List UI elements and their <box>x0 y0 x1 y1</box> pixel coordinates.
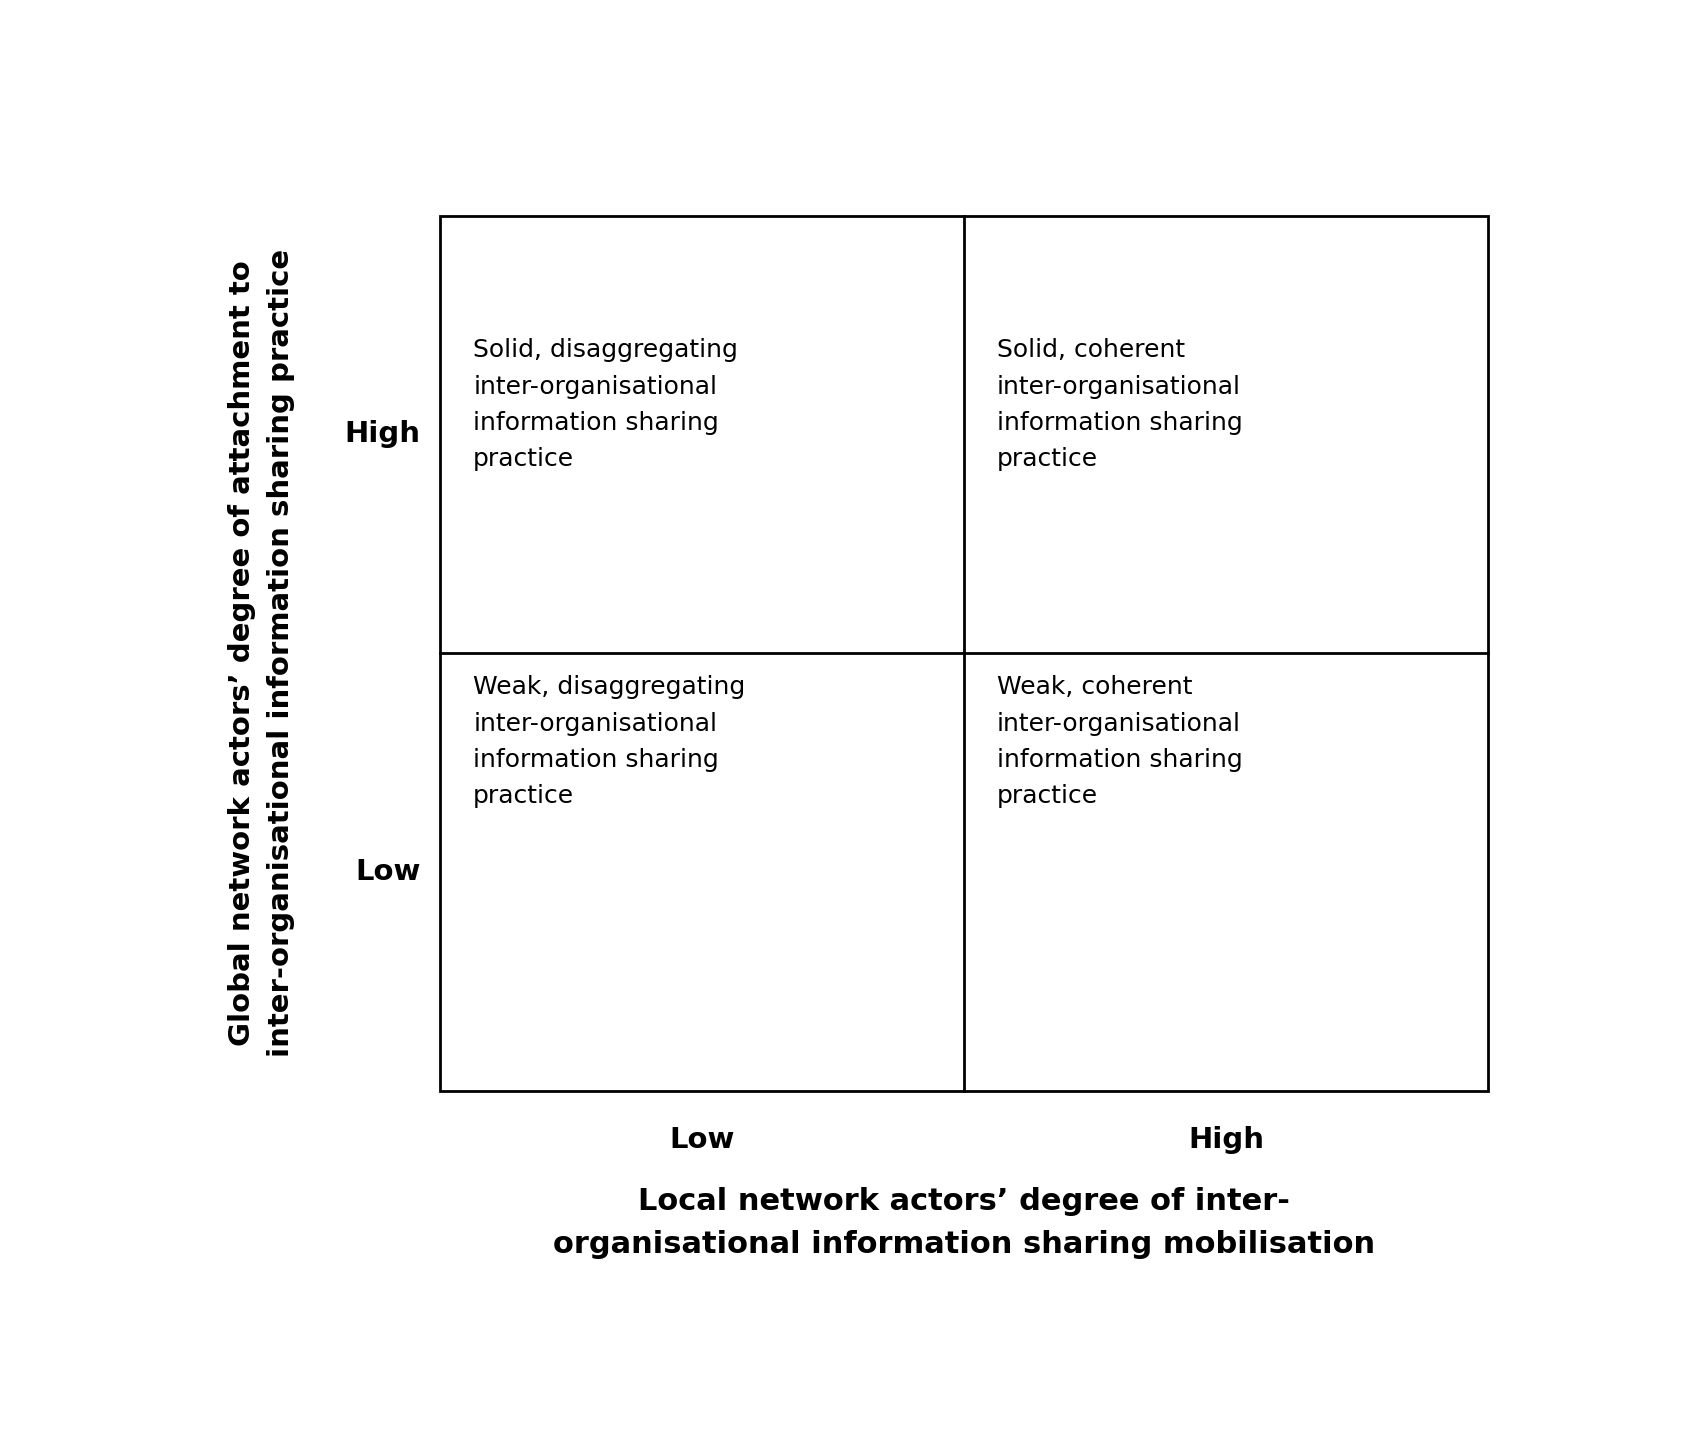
Text: High: High <box>1187 1127 1263 1154</box>
Text: Local network actors’ degree of inter-
organisational information sharing mobili: Local network actors’ degree of inter- o… <box>552 1187 1375 1258</box>
Text: High: High <box>345 420 421 449</box>
Text: Solid, disaggregating
inter-organisational
information sharing
practice: Solid, disaggregating inter-organisation… <box>473 339 738 472</box>
Text: Global network actors’ degree of attachment to
inter-organisational information : Global network actors’ degree of attachm… <box>228 249 294 1057</box>
Text: Solid, coherent
inter-organisational
information sharing
practice: Solid, coherent inter-organisational inf… <box>997 339 1241 472</box>
Text: Low: Low <box>669 1127 735 1154</box>
Text: Low: Low <box>355 858 421 887</box>
Text: Weak, disaggregating
inter-organisational
information sharing
practice: Weak, disaggregating inter-organisationa… <box>473 675 745 808</box>
Text: Weak, coherent
inter-organisational
information sharing
practice: Weak, coherent inter-organisational info… <box>997 675 1241 808</box>
Bar <box>441 216 1488 1091</box>
